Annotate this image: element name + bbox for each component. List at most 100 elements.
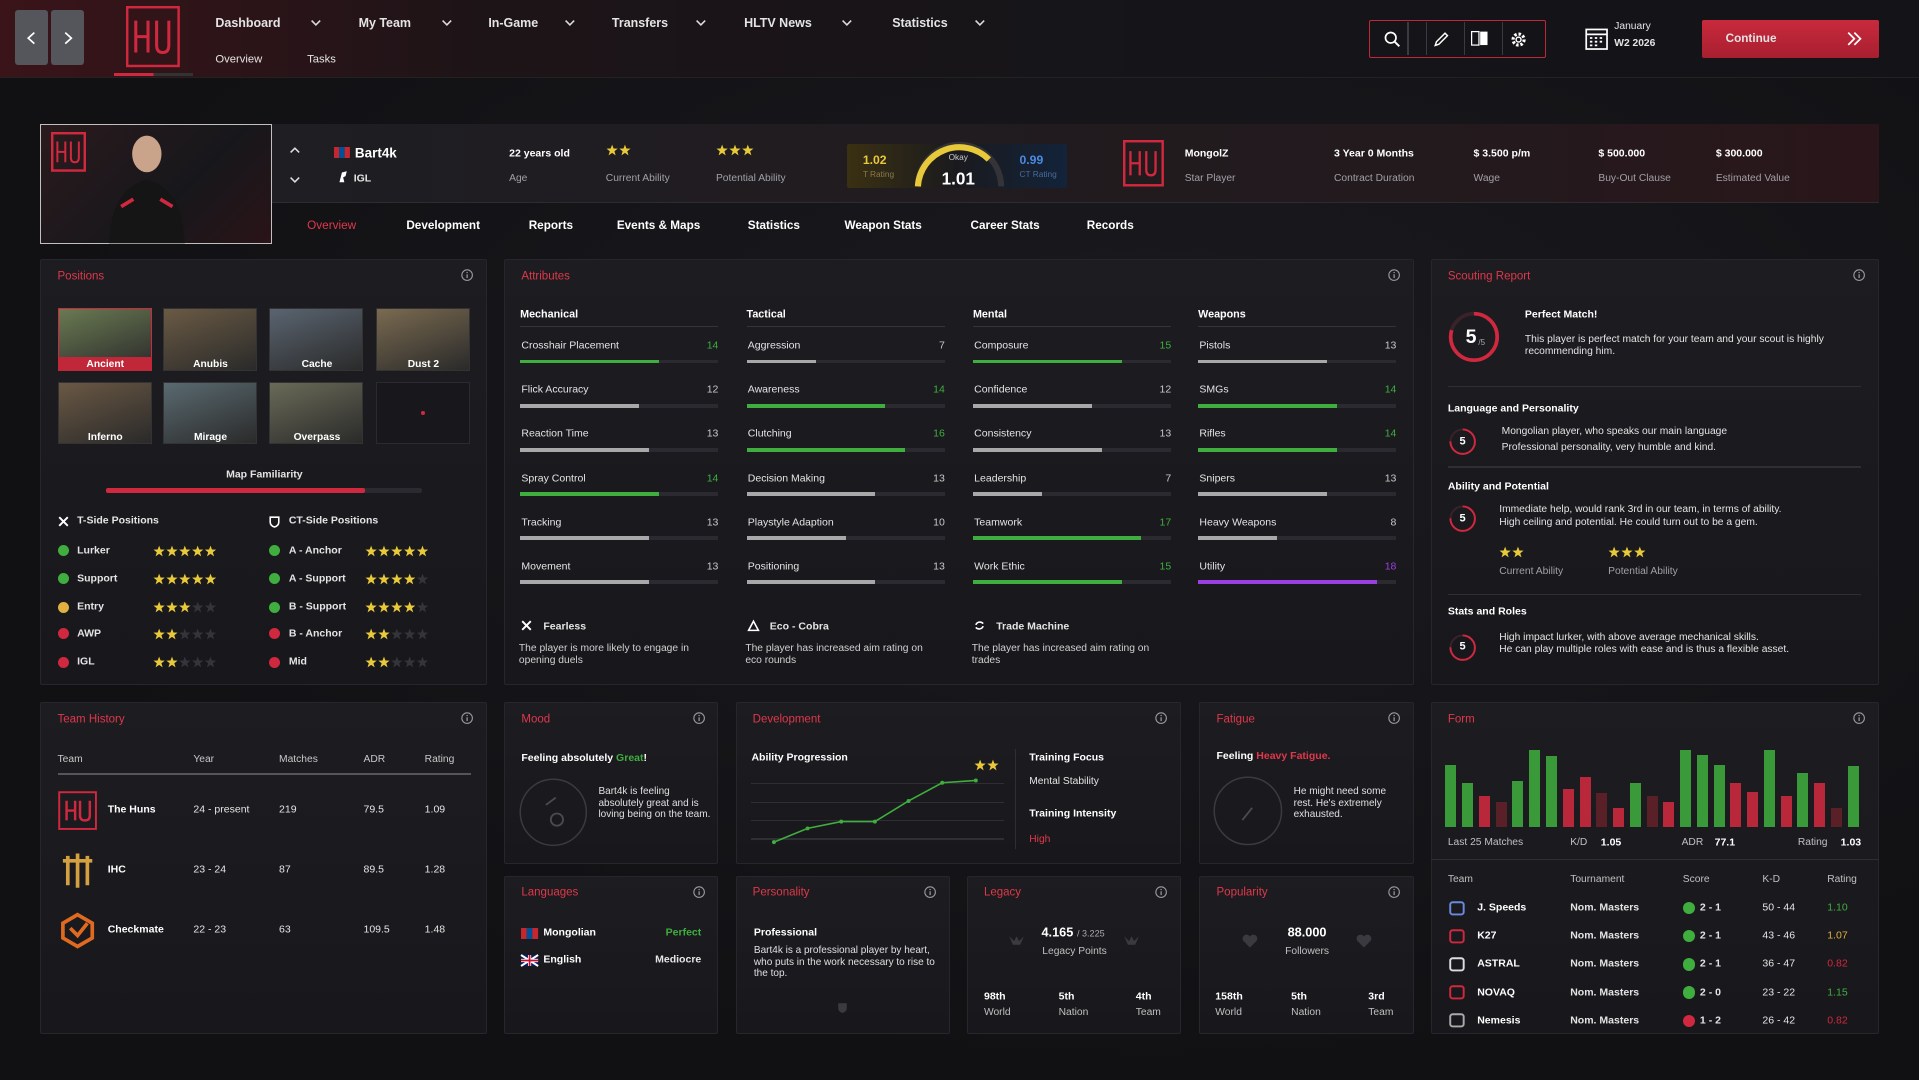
nav-menu[interactable]: My Team [358, 16, 412, 31]
info-icon[interactable] [692, 712, 705, 725]
edit-icon[interactable] [1434, 31, 1449, 47]
focus-value: Mental Stability [1029, 775, 1099, 787]
info-icon[interactable] [1388, 886, 1400, 898]
nav-menu[interactable]: In-Game [488, 16, 539, 31]
portrait-badge [51, 132, 87, 172]
nav-submenu[interactable]: Overview [215, 53, 263, 66]
attribute-bar [520, 536, 649, 540]
attribute-value: 13 [706, 428, 719, 441]
panel-title: Positions [57, 269, 105, 282]
continue-label[interactable]: Continue [1725, 32, 1777, 46]
tab[interactable]: Events & Maps [616, 219, 701, 233]
tab[interactable]: Weapon Stats [844, 219, 922, 233]
calendar-icon[interactable] [1585, 27, 1608, 50]
shape [696, 20, 707, 27]
shape [134, 20, 171, 55]
shape [842, 20, 852, 27]
chevron[interactable] [290, 147, 300, 154]
shape [1123, 139, 1165, 187]
tab[interactable]: Development [406, 219, 480, 233]
compare-icon[interactable] [1471, 30, 1488, 46]
star [416, 545, 428, 556]
info-icon[interactable] [461, 269, 474, 282]
nav-menu[interactable]: Dashboard [215, 16, 281, 31]
panel-title: Legacy [983, 886, 1022, 899]
shape [1160, 888, 1163, 891]
shape [60, 912, 94, 949]
forward-button[interactable] [51, 9, 85, 65]
tab[interactable]: Records [1086, 219, 1134, 233]
shape [1241, 807, 1253, 821]
info-icon[interactable] [924, 886, 936, 898]
star [390, 656, 403, 668]
tab[interactable]: Statistics [747, 219, 800, 233]
tab[interactable]: Reports [528, 219, 574, 233]
info-icon[interactable] [692, 886, 705, 898]
chevron[interactable] [290, 176, 300, 183]
chevron[interactable] [975, 20, 986, 27]
info-icon[interactable] [461, 712, 474, 725]
nav-menu[interactable]: Transfers [611, 16, 669, 31]
map-name: Ancient [86, 358, 125, 370]
info-icon[interactable] [1853, 269, 1865, 282]
star [403, 573, 415, 585]
info-icon[interactable] [1155, 886, 1168, 898]
star [179, 545, 191, 556]
shape [1388, 712, 1400, 725]
nav-menu[interactable]: HLTV News [744, 16, 812, 31]
tab[interactable]: Career Stats [970, 219, 1040, 233]
nav-menu[interactable]: Statistics [892, 16, 948, 31]
scout-pa-label: Potential Ability [1608, 565, 1678, 577]
trait-name: Eco - Cobra [769, 620, 829, 633]
info-icon[interactable] [1853, 712, 1865, 725]
map-tile[interactable] [269, 308, 364, 371]
chevron[interactable] [842, 20, 852, 27]
chevron[interactable] [310, 20, 321, 27]
star [192, 628, 204, 640]
back-button[interactable] [14, 9, 48, 65]
fatigue-panel [1199, 702, 1414, 865]
map-tile[interactable] [162, 381, 257, 445]
divider [746, 325, 945, 327]
chevron[interactable] [441, 20, 452, 27]
info-icon[interactable] [1388, 712, 1400, 725]
map-tile[interactable] [269, 381, 364, 445]
shape [1388, 886, 1400, 898]
map-tile[interactable] [375, 308, 470, 371]
attribute-value: 14 [1384, 384, 1397, 397]
fact-label: Buy-Out Clause [1598, 172, 1671, 184]
star [619, 145, 631, 156]
star [179, 628, 191, 640]
language-level: Mediocre [655, 953, 702, 966]
settings-icon[interactable] [1510, 31, 1527, 48]
rating-gauge [914, 141, 1005, 187]
role-name: AWP [77, 627, 102, 640]
info-icon[interactable] [1388, 269, 1400, 282]
divider [57, 773, 472, 775]
scout-line: Immediate help, would rank 3rd in our te… [1499, 504, 1782, 516]
tab[interactable]: Overview [307, 219, 357, 233]
search-icon[interactable] [1384, 31, 1401, 47]
attribute-bar [972, 491, 1043, 496]
star [166, 573, 178, 585]
chevron[interactable] [565, 20, 576, 27]
mood-part: Feeling absolutely [521, 751, 614, 764]
map-empty-dot [421, 411, 425, 415]
shape [521, 927, 528, 939]
chevron[interactable] [696, 20, 707, 27]
personality-name: Professional [753, 926, 818, 939]
trait-icon [747, 620, 760, 632]
progression-point [973, 778, 978, 783]
score-ring [1449, 634, 1476, 661]
map-tile[interactable] [57, 381, 152, 445]
shape [519, 778, 587, 847]
continue-button[interactable] [1702, 19, 1879, 58]
nav-submenu[interactable]: Tasks [307, 53, 336, 66]
shape [1124, 936, 1140, 945]
role-dot [57, 656, 69, 668]
map-tile[interactable] [162, 308, 257, 371]
info-icon[interactable] [1155, 712, 1168, 725]
shape [64, 31, 73, 45]
heart-icon [1242, 934, 1258, 948]
shape [838, 1003, 847, 1014]
